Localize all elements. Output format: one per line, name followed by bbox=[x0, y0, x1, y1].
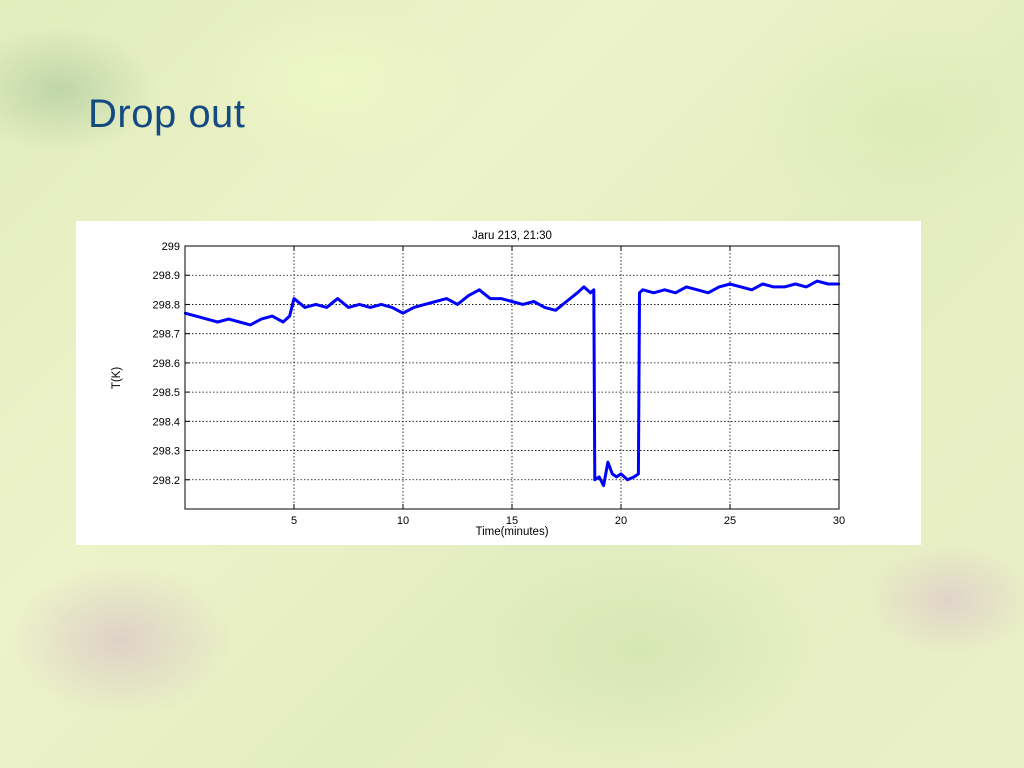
y-tick-label: 299 bbox=[162, 241, 180, 253]
data-point bbox=[663, 288, 666, 291]
data-point bbox=[805, 285, 808, 289]
slide-title: Drop out bbox=[88, 92, 246, 136]
data-point bbox=[456, 303, 459, 306]
data-point bbox=[593, 478, 596, 481]
data-point bbox=[499, 297, 503, 300]
y-tick-label: 298.6 bbox=[152, 358, 180, 370]
data-point bbox=[445, 297, 448, 300]
data-point bbox=[260, 317, 263, 321]
data-point bbox=[249, 323, 252, 327]
data-point bbox=[637, 472, 640, 476]
data-point bbox=[390, 306, 394, 309]
data-point bbox=[554, 309, 557, 312]
data-point bbox=[761, 282, 764, 286]
data-point bbox=[271, 314, 274, 318]
y-tick-label: 298.3 bbox=[152, 446, 180, 458]
data-point bbox=[696, 288, 699, 291]
data-point bbox=[412, 306, 416, 309]
data-point bbox=[325, 306, 328, 309]
data-point bbox=[816, 279, 819, 283]
data-point bbox=[281, 320, 285, 324]
data-point bbox=[194, 314, 198, 318]
x-tick-label: 30 bbox=[833, 515, 845, 527]
y-tick-label: 298.2 bbox=[152, 475, 180, 487]
data-point bbox=[347, 306, 350, 309]
data-point bbox=[510, 300, 514, 303]
data-point bbox=[227, 317, 230, 321]
data-point bbox=[598, 475, 601, 479]
data-point bbox=[478, 288, 481, 291]
data-point bbox=[611, 472, 614, 476]
data-point bbox=[434, 300, 437, 303]
series-layer bbox=[183, 279, 841, 488]
data-point bbox=[606, 461, 610, 464]
data-point bbox=[739, 285, 743, 289]
data-point bbox=[685, 285, 688, 289]
data-point bbox=[205, 317, 208, 321]
data-point bbox=[565, 300, 568, 303]
data-point bbox=[626, 478, 629, 481]
chart-title: Jaru 213, 21:30 bbox=[472, 230, 552, 242]
data-point bbox=[401, 312, 405, 315]
data-point bbox=[582, 285, 586, 289]
data-point bbox=[292, 297, 296, 300]
data-point bbox=[303, 306, 307, 309]
y-tick-label: 298.9 bbox=[152, 270, 180, 282]
y-tick-label: 298.8 bbox=[152, 299, 180, 311]
data-point bbox=[369, 306, 372, 309]
data-point bbox=[638, 291, 641, 294]
y-axis-label: T(K) bbox=[111, 367, 123, 390]
data-point bbox=[423, 303, 426, 306]
data-point bbox=[288, 314, 291, 318]
x-tick-label: 25 bbox=[724, 515, 736, 527]
x-axis-label: Time(minutes) bbox=[475, 526, 548, 538]
data-point bbox=[615, 475, 618, 479]
data-point bbox=[794, 282, 797, 286]
x-tick-label: 5 bbox=[291, 515, 297, 527]
data-point bbox=[652, 291, 655, 294]
data-point bbox=[674, 291, 677, 294]
data-point bbox=[467, 294, 470, 297]
y-tick-label: 298.7 bbox=[152, 329, 180, 341]
data-point bbox=[576, 291, 579, 294]
data-point bbox=[532, 300, 535, 303]
data-point bbox=[521, 303, 525, 306]
data-point bbox=[543, 306, 546, 309]
data-point bbox=[216, 320, 219, 324]
data-point bbox=[750, 288, 753, 291]
data-point bbox=[314, 303, 317, 306]
data-point bbox=[489, 297, 492, 300]
data-point bbox=[589, 291, 592, 294]
data-point bbox=[707, 291, 710, 294]
data-point bbox=[592, 288, 595, 291]
data-point bbox=[783, 285, 786, 289]
data-point bbox=[602, 484, 605, 487]
x-tick-label: 15 bbox=[506, 515, 518, 527]
data-point bbox=[826, 282, 830, 286]
y-tick-label: 298.5 bbox=[152, 387, 180, 399]
chart-svg: 5 10 15 20 25 30 298.2 298.3 298.4 298.5 298.6 298.… bbox=[111, 230, 845, 538]
data-point bbox=[336, 297, 339, 300]
tick-layer: 5 10 15 20 25 30 298.2 298.3 298.4 298.5 298.6 298.… bbox=[152, 241, 845, 527]
x-tick-label: 20 bbox=[615, 515, 627, 527]
y-tick-label: 298.4 bbox=[152, 416, 180, 428]
data-point bbox=[772, 285, 775, 289]
data-point bbox=[238, 320, 241, 324]
data-point bbox=[728, 282, 732, 286]
data-point bbox=[380, 303, 383, 306]
data-point bbox=[641, 288, 644, 291]
chart-panel: 5 10 15 20 25 30 298.2 298.3 298.4 298.5 298.6 298.… bbox=[76, 221, 921, 545]
data-point bbox=[358, 303, 361, 306]
data-point bbox=[632, 475, 636, 479]
data-point bbox=[619, 472, 623, 476]
x-tick-label: 10 bbox=[397, 515, 409, 527]
data-point bbox=[717, 285, 721, 289]
